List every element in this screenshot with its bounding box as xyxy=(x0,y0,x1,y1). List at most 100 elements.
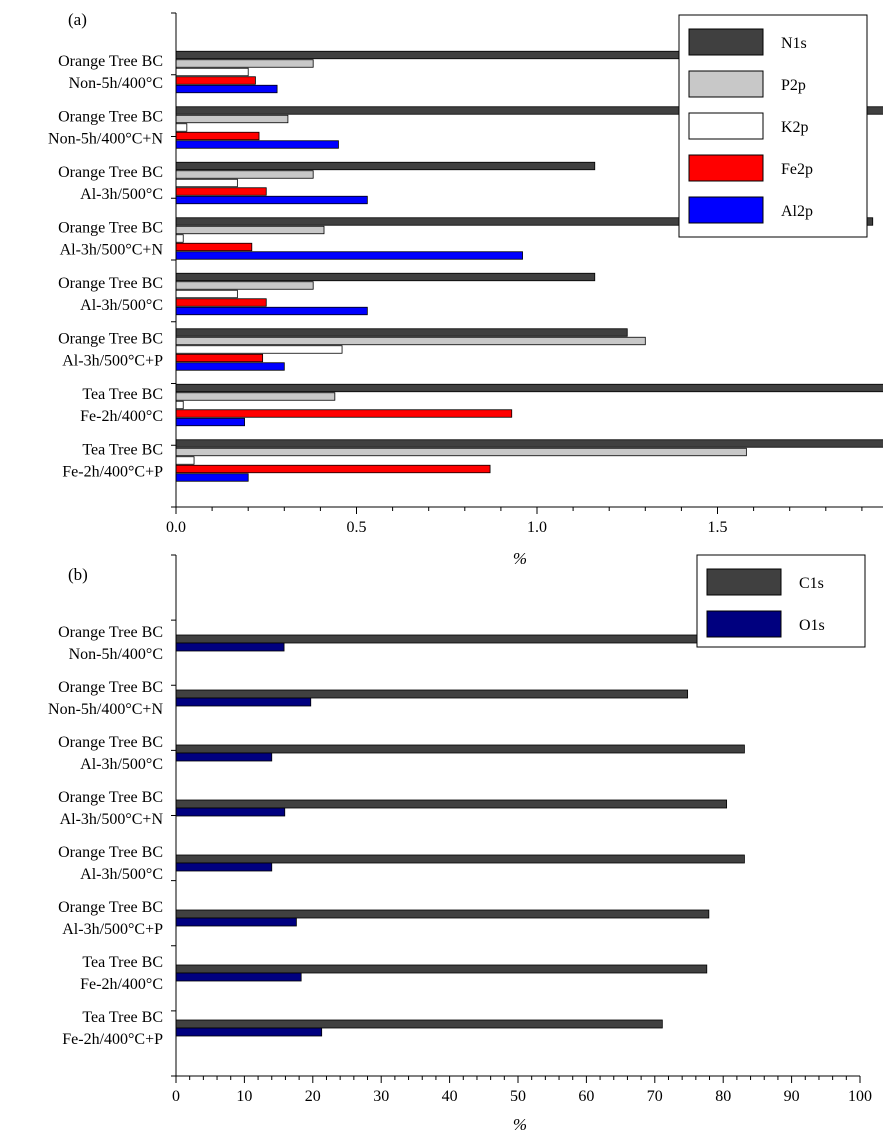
panel-a-bar-p2p-7 xyxy=(175,447,747,457)
panel-a-bar-n1s-2 xyxy=(175,161,596,171)
panel-a-legend-label-k2p: K2p xyxy=(781,119,809,136)
panel-a-bar-al2p-4 xyxy=(175,306,368,316)
panel-a-category-label-3-line2: Al-3h/500°C+N xyxy=(60,242,164,259)
panel-a-category-label-6-line2: Fe-2h/400°C xyxy=(80,408,163,425)
panel-b-bar-c1s-0 xyxy=(175,634,734,644)
panel-b-x-tick-label-2: 20 xyxy=(305,1088,321,1105)
panel-b-label: (b) xyxy=(68,565,88,584)
panel-a-bar-fe2p-0 xyxy=(175,76,256,85)
panel-b-bar-o1s-4 xyxy=(175,862,273,872)
panel-b-x-tick-label-0: 0 xyxy=(172,1088,180,1105)
panel-a-category-label-4-line1: Orange Tree BC xyxy=(58,275,163,292)
panel-b-x-tick-label-4: 40 xyxy=(442,1088,458,1105)
panel-a-bar-fe2p-6 xyxy=(175,409,513,418)
panel-b-category-label-7-line2: Fe-2h/400°C+P xyxy=(62,1031,163,1048)
panel-a: (a) Orange Tree BC Non-5h/400°C Orange Tree… xyxy=(48,10,883,568)
panel-b-bar-c1s-4 xyxy=(175,854,745,864)
panel-b-x-axis-label: % xyxy=(513,1115,527,1134)
panel-b-bar-o1s-6 xyxy=(175,972,302,982)
panel-b-category-label-6-line1: Tea Tree BC xyxy=(82,954,163,971)
panel-b-x-tick-label-9: 90 xyxy=(784,1088,800,1105)
panel-b-x-tick-label-5: 50 xyxy=(510,1088,526,1105)
panel-a-legend-label-al2p: Al2p xyxy=(781,203,813,220)
panel-a-legend-label-fe2p: Fe2p xyxy=(781,161,813,178)
panel-a-category-label-7-line1: Tea Tree BC xyxy=(82,442,163,459)
panel-a-bar-fe2p-5 xyxy=(175,353,264,363)
panel-a-category-label-7-line2: Fe-2h/400°C+P xyxy=(62,464,163,481)
panel-a-bar-al2p-5 xyxy=(175,362,285,371)
panel-b-bar-o1s-1 xyxy=(175,697,312,707)
panel-b-bar-o1s-2 xyxy=(175,752,273,762)
panel-a-x-tick-label-2: 1.0 xyxy=(527,519,547,536)
panel-a-bar-al2p-7 xyxy=(175,473,249,482)
panel-b-category-label-2-line2: Al-3h/500°C xyxy=(80,756,163,773)
panel-a-bar-p2p-6 xyxy=(175,392,336,401)
panel-b-bar-o1s-5 xyxy=(175,917,297,927)
panel-a-category-label-1-line1: Orange Tree BC xyxy=(58,109,163,126)
panel-a-category-label-0-line1: Orange Tree BC xyxy=(58,53,163,70)
panel-b-bar-o1s-3 xyxy=(175,807,286,817)
panel-b-bar-c1s-6 xyxy=(175,964,708,974)
panel-b-x-tick-label-8: 80 xyxy=(715,1088,731,1105)
panel-b-category-label-7-line1: Tea Tree BC xyxy=(82,1009,163,1026)
panel-a-bar-k2p-6 xyxy=(175,400,184,410)
panel-b-x-tick-label-1: 10 xyxy=(236,1088,252,1105)
panel-a-category-label-4-line2: Al-3h/500°C xyxy=(80,297,163,314)
panel-b-bar-c1s-3 xyxy=(175,799,728,809)
panel-b-category-label-0-line1: Orange Tree BC xyxy=(58,624,163,641)
panel-a-bar-p2p-3 xyxy=(175,225,325,235)
panel-a-bar-k2p-3 xyxy=(175,234,184,243)
panel-a-legend-label-n1s: N1s xyxy=(781,35,807,52)
panel-a-legend-swatch-p2p xyxy=(688,70,764,98)
panel-b-category-label-4-line2: Al-3h/500°C xyxy=(80,866,163,883)
panel-b-bar-c1s-7 xyxy=(175,1019,663,1029)
panel-a-category-label-1-line2: Non-5h/400°C+N xyxy=(48,131,163,148)
panel-b-legend-swatch-c1s xyxy=(706,568,782,596)
panel-a-bar-n1s-0 xyxy=(175,50,704,60)
panel-a-category-label-5-line2: Al-3h/500°C+P xyxy=(62,353,163,370)
panel-b-category-label-5-line1: Orange Tree BC xyxy=(58,899,163,916)
panel-a-bar-k2p-0 xyxy=(175,67,249,77)
panel-b-category-label-0-line2: Non-5h/400°C xyxy=(69,646,163,663)
panel-b-category-label-4-line1: Orange Tree BC xyxy=(58,844,163,861)
panel-a-bar-al2p-0 xyxy=(175,84,278,94)
panel-b-category-label-3-line1: Orange Tree BC xyxy=(58,789,163,806)
panel-a-bar-k2p-4 xyxy=(175,289,238,299)
panel-b-bar-c1s-5 xyxy=(175,909,710,919)
panel-b-category-label-1-line1: Orange Tree BC xyxy=(58,679,163,696)
panel-b-legend-label-o1s: O1s xyxy=(799,617,825,634)
panel-a-label: (a) xyxy=(68,10,87,29)
panel-a-category-label-5-line1: Orange Tree BC xyxy=(58,331,163,348)
panel-b-x-tick-label-7: 70 xyxy=(647,1088,663,1105)
panel-b-category-label-5-line2: Al-3h/500°C+P xyxy=(62,921,163,938)
panel-a-bar-k2p-5 xyxy=(175,345,343,354)
panel-a-bar-n1s-4 xyxy=(175,272,596,282)
panel-a-x-tick-label-3: 1.5 xyxy=(708,519,728,536)
panel-a-bar-fe2p-7 xyxy=(175,464,491,474)
panel-a-bar-n1s-6 xyxy=(175,383,883,393)
panel-a-x-tick-label-0: 0.0 xyxy=(166,519,186,536)
panel-a-bar-al2p-2 xyxy=(175,195,368,205)
panel-a-bar-k2p-2 xyxy=(175,178,238,188)
panel-b-legend-label-c1s: C1s xyxy=(799,575,824,592)
panel-a-bar-k2p-1 xyxy=(175,123,188,132)
panel-a-category-label-0-line2: Non-5h/400°C xyxy=(69,75,163,92)
panel-b-x-tick-label-6: 60 xyxy=(578,1088,594,1105)
panel-a-x-axis-label: % xyxy=(513,549,527,568)
panel-a-legend-swatch-k2p xyxy=(688,112,764,140)
panel-b: (b) Orange Tree BC Non-5h/400°C Orange Tree… xyxy=(48,554,872,1134)
panel-b-category-label-2-line1: Orange Tree BC xyxy=(58,734,163,751)
panel-a-category-label-6-line1: Tea Tree BC xyxy=(82,386,163,403)
panel-a-bar-k2p-7 xyxy=(175,456,195,465)
panel-a-bar-fe2p-2 xyxy=(175,187,267,196)
panel-b-legend: C1s O1s xyxy=(696,554,866,648)
panel-a-legend-swatch-al2p xyxy=(688,196,764,224)
panel-b-x-tick-label-3: 30 xyxy=(373,1088,389,1105)
panel-a-category-label-3-line1: Orange Tree BC xyxy=(58,220,163,237)
panel-a-bar-fe2p-3 xyxy=(175,242,253,252)
panel-b-category-label-6-line2: Fe-2h/400°C xyxy=(80,976,163,993)
panel-a-category-label-2-line2: Al-3h/500°C xyxy=(80,186,163,203)
panel-b-x-tick-label-10: 100 xyxy=(848,1088,872,1105)
panel-b-bar-o1s-0 xyxy=(175,642,285,652)
